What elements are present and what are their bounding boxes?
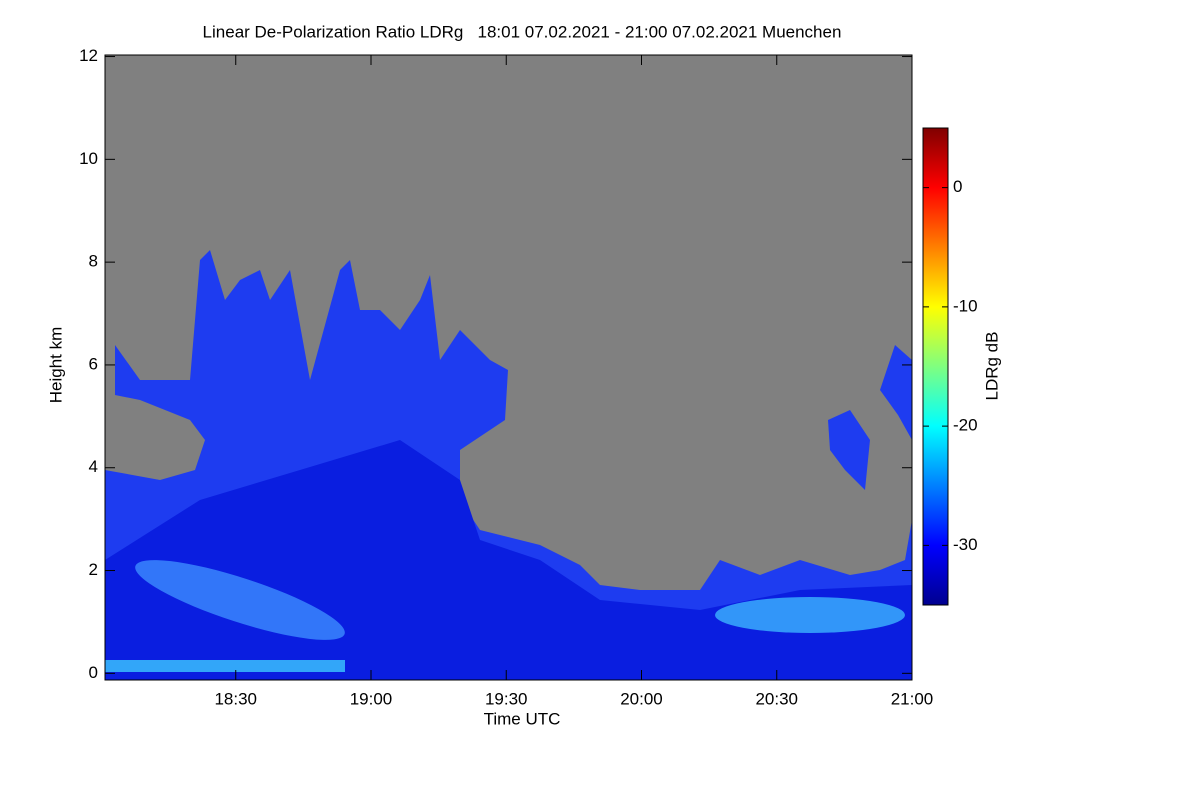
y-tick-label: 0 [89,663,98,682]
x-tick-label: 19:00 [350,689,393,708]
x-tick-label: 20:00 [620,689,663,708]
colorbar-tick-label: -30 [953,535,978,554]
light-patch [135,560,345,640]
colorbar-tick-label: 0 [953,177,962,196]
x-tick-label: 21:00 [891,689,934,708]
y-axis-label: Height km [46,327,65,404]
x-tick-label: 18:30 [214,689,257,708]
y-tick-label: 2 [89,560,98,579]
light-patch [105,660,345,672]
light-patch [715,597,905,633]
y-tick-label: 6 [89,354,98,373]
colorbar [922,127,949,606]
y-tick-label: 12 [79,46,98,65]
y-tick-label: 10 [79,149,98,168]
y-tick-label: 8 [89,252,98,271]
cloud-region-right [880,345,912,440]
y-tick-label: 4 [89,457,98,476]
colorbar-label: LDRg dB [982,332,1001,401]
cloud-region-upper [828,410,870,490]
colorbar-tick-label: -20 [953,416,978,435]
colorbar-tick-label: -10 [953,296,978,315]
chart-title: Linear De-Polarization Ratio LDRg 18:01 … [203,22,842,41]
x-axis-label: Time UTC [484,709,561,728]
x-tick-label: 19:30 [485,689,528,708]
x-tick-label: 20:30 [755,689,798,708]
plot-frame [104,54,913,681]
